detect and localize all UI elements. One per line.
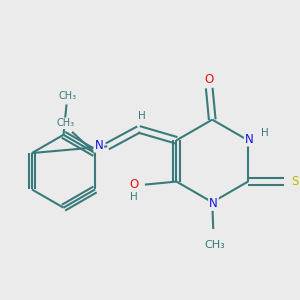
Text: CH₃: CH₃ [204,240,225,250]
Text: CH₃: CH₃ [57,118,75,128]
Text: S: S [291,175,298,188]
Text: CH₃: CH₃ [59,91,77,101]
Text: O: O [129,178,139,191]
Text: N: N [94,139,103,152]
Text: H: H [138,111,146,121]
Text: H: H [261,128,269,138]
Text: N: N [245,133,254,146]
Text: N: N [209,197,218,210]
Text: O: O [205,73,214,86]
Text: H: H [130,192,138,202]
